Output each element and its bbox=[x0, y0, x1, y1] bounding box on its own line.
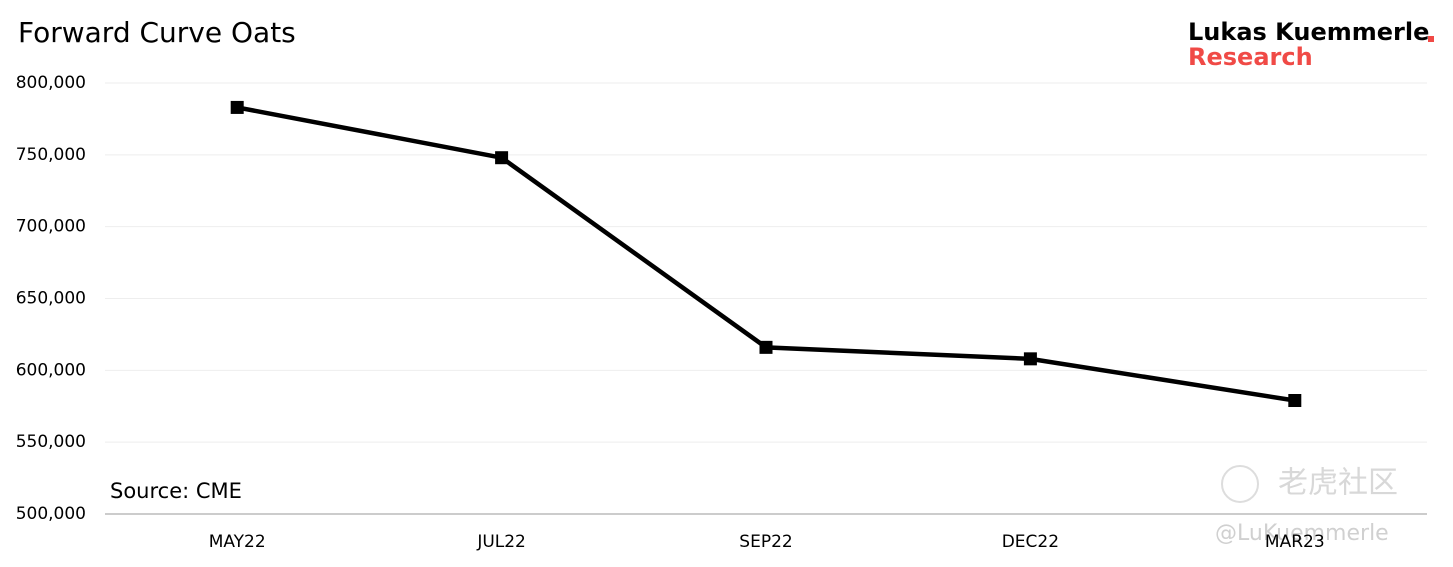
data-line bbox=[236, 105, 1296, 403]
y-tick-label: 650,000 bbox=[16, 289, 86, 309]
data-marker bbox=[759, 340, 773, 354]
x-tick-label: JUL22 bbox=[476, 532, 526, 552]
chart-title: Forward Curve Oats bbox=[18, 16, 296, 49]
watermark-site: 老虎社区 bbox=[1278, 466, 1398, 501]
watermark-handle: @LuKuemmerle bbox=[1215, 521, 1389, 546]
brand-name: Lukas Kuemmerle bbox=[1188, 18, 1429, 46]
y-tick-label: 600,000 bbox=[16, 360, 86, 380]
data-marker bbox=[1023, 352, 1037, 366]
data-marker bbox=[1288, 394, 1302, 408]
watermark-icon bbox=[1221, 465, 1259, 503]
source-note: Source: CME bbox=[110, 479, 242, 503]
data-marker bbox=[230, 100, 244, 114]
y-tick-label: 550,000 bbox=[16, 432, 86, 452]
x-tick-label: SEP22 bbox=[739, 532, 792, 552]
x-tick-label: MAR23 bbox=[1265, 532, 1325, 552]
y-tick-label: 800,000 bbox=[16, 73, 86, 93]
x-tick-label: DEC22 bbox=[1002, 532, 1059, 552]
y-tick-label: 700,000 bbox=[16, 217, 86, 237]
y-tick-label: 750,000 bbox=[16, 145, 86, 165]
data-marker bbox=[495, 151, 509, 165]
brand-dot bbox=[1428, 36, 1434, 42]
x-tick-label: MAY22 bbox=[209, 532, 266, 552]
brand-sub: Research bbox=[1188, 43, 1313, 71]
y-tick-label: 500,000 bbox=[16, 504, 86, 524]
